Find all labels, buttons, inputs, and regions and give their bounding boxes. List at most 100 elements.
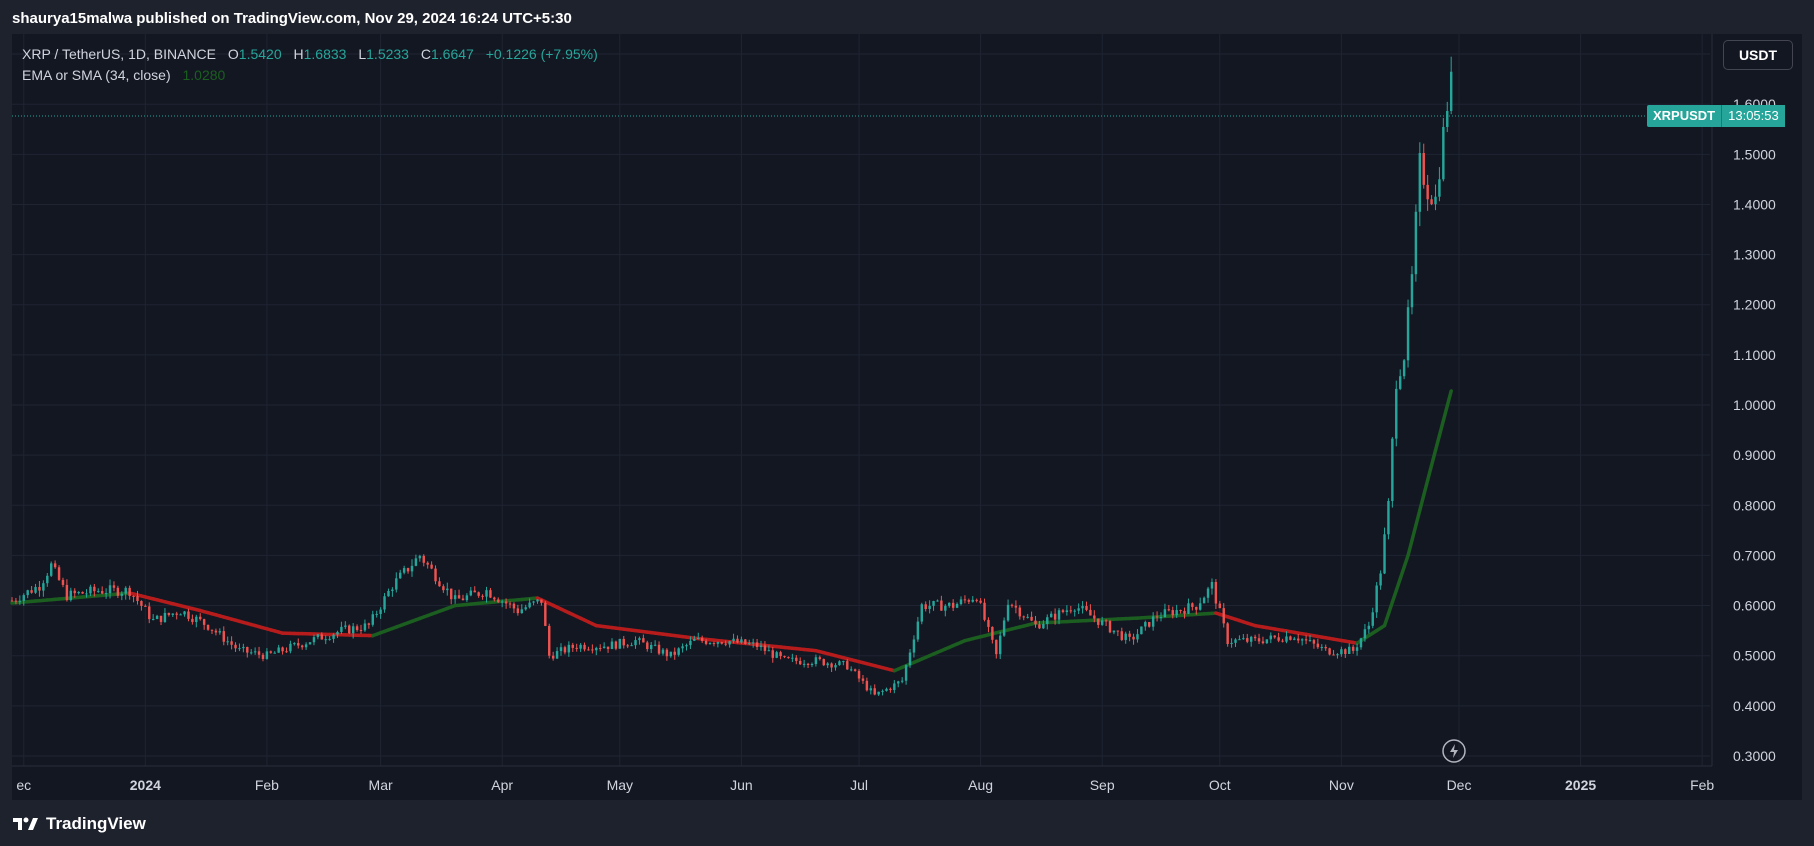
candle-body (485, 590, 488, 597)
ma-segment (1382, 612, 1391, 628)
candle-body (1289, 636, 1292, 640)
candle-body (246, 647, 249, 653)
candle-body (61, 579, 65, 585)
last-price-tag: XRPUSDT 13:05:53 (1647, 105, 1785, 127)
time-tick-label: Apr (491, 777, 513, 793)
symbol-label[interactable]: XRP / TetherUS, 1D, BINANCE (22, 46, 216, 62)
candle-body (1171, 610, 1174, 616)
candle-body (497, 599, 500, 603)
candle-body (869, 688, 873, 691)
time-tick-label: Feb (255, 777, 279, 793)
candle-body (1089, 609, 1092, 616)
candle-body (26, 590, 29, 596)
candle-body (720, 642, 724, 644)
candle-body (1332, 654, 1335, 656)
candle-body (1234, 639, 1237, 643)
ma-segment (1398, 565, 1406, 581)
candle-body (214, 630, 218, 633)
candle-body (1320, 646, 1323, 648)
tradingview-brand[interactable]: TradingView (46, 814, 146, 833)
candle-body (191, 618, 194, 623)
candle-body (595, 647, 598, 651)
candle-body (69, 590, 73, 601)
price-axis-labels: 1.70001.60001.50001.40001.30001.20001.10… (1733, 46, 1776, 764)
candle-body (1065, 610, 1069, 613)
candle-body (873, 688, 876, 695)
candle-body (1093, 615, 1096, 619)
candle-body (14, 600, 18, 602)
candle-body (575, 647, 578, 649)
candle-body (1167, 609, 1171, 611)
candle-body (606, 646, 610, 650)
candle-body (897, 681, 900, 684)
candle-body (261, 654, 265, 659)
candle-body (1402, 360, 1406, 377)
candle-body (1112, 630, 1116, 633)
candle-body (520, 609, 524, 614)
candle-body (657, 644, 661, 654)
candle-body (363, 623, 367, 631)
candle-body (1124, 633, 1127, 640)
candle-body (1077, 608, 1080, 611)
candle-body (1265, 639, 1269, 644)
candle-body (532, 601, 535, 603)
ma-segment (1433, 433, 1442, 453)
candle-body (144, 605, 147, 607)
candle-body (1410, 274, 1414, 308)
lightning-icon[interactable] (1442, 739, 1466, 763)
candle-body (1426, 184, 1429, 200)
candle-body (634, 640, 637, 646)
candle-body (1328, 648, 1331, 655)
candle-body (587, 649, 590, 651)
candle-body (167, 612, 171, 615)
ma-segment (1414, 508, 1422, 528)
candle-body (438, 581, 441, 587)
candle-body (226, 641, 229, 643)
open-label: O (227, 46, 239, 62)
candle-body (810, 663, 814, 666)
candle-body (1285, 636, 1288, 642)
candle-body (328, 638, 331, 640)
candle-body (818, 657, 822, 660)
candle-body (1108, 621, 1112, 633)
candle-body (1277, 637, 1280, 641)
time-tick-label: Nov (1329, 777, 1354, 793)
candle-body (779, 652, 782, 657)
candle-body (732, 638, 735, 642)
candle-body (1297, 638, 1300, 641)
candle-body (932, 600, 935, 606)
candle-body (1226, 623, 1229, 644)
candle-body (434, 568, 437, 582)
candle-body (1148, 622, 1151, 627)
candle-body (1018, 607, 1022, 617)
candle-body (151, 618, 155, 620)
time-tick-label: Sep (1090, 777, 1115, 793)
moving-average-line (10, 389, 1453, 673)
candle-body (1434, 196, 1437, 205)
candle-body (508, 603, 512, 605)
price-tick-label: 1.1000 (1733, 347, 1776, 363)
candle-body (1144, 622, 1147, 627)
currency-button[interactable]: USDT (1723, 40, 1793, 70)
candle-body (602, 646, 606, 649)
candle-body (1442, 127, 1445, 180)
candle-body (591, 649, 594, 651)
candle-body (563, 647, 567, 653)
candle-body (1414, 211, 1418, 275)
candle-body (77, 591, 80, 594)
candle-body (1269, 635, 1273, 640)
candle-body (449, 588, 453, 600)
indicator-label[interactable]: EMA or SMA (34, close) (22, 67, 171, 83)
candle-body (567, 644, 571, 653)
candle-body (202, 619, 206, 625)
candle-body (1351, 646, 1355, 651)
candle-body (1214, 582, 1218, 604)
candle-body (1395, 388, 1398, 439)
candle-body (230, 641, 233, 645)
published-by-text: shaurya15malwa published on TradingView.… (12, 10, 572, 27)
candle-body (1179, 610, 1182, 612)
candle-body (712, 643, 716, 645)
candle-body (544, 602, 547, 626)
indicator-legend[interactable]: EMA or SMA (34, close) 1.0280 (22, 67, 225, 83)
